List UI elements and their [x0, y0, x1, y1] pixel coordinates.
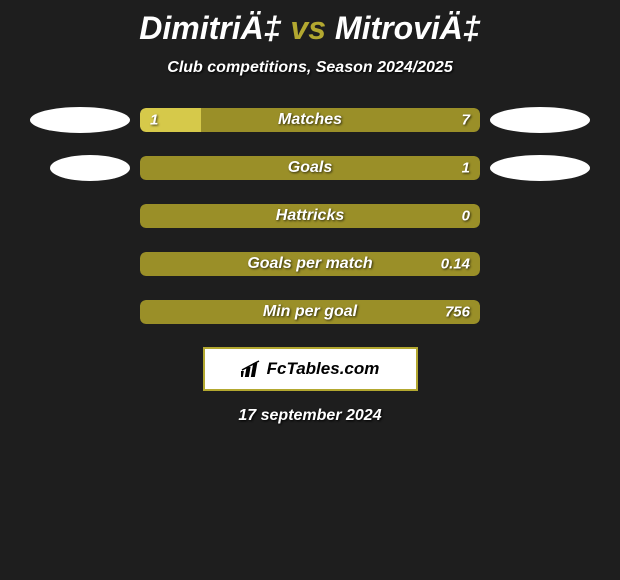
right-spacer: [490, 203, 590, 229]
stat-bar: 1 Matches 7: [140, 108, 480, 132]
stat-row: Goals 1: [0, 155, 620, 181]
stat-row: Goals per match 0.14: [0, 251, 620, 277]
stat-right-value: 756: [445, 304, 470, 321]
stat-label: Goals: [288, 159, 332, 177]
right-badge: [490, 155, 590, 181]
date-text: 17 september 2024: [238, 407, 381, 425]
subtitle: Club competitions, Season 2024/2025: [167, 59, 452, 77]
fctables-logo[interactable]: FcTables.com: [203, 347, 418, 391]
stat-label: Min per goal: [263, 303, 357, 321]
stat-row: Min per goal 756: [0, 299, 620, 325]
stat-bar: Goals 1: [140, 156, 480, 180]
stat-right-value: 7: [462, 112, 470, 129]
stat-right-value: 0: [462, 208, 470, 225]
left-spacer: [30, 251, 130, 277]
stat-bar: Hattricks 0: [140, 204, 480, 228]
left-spacer: [30, 203, 130, 229]
stat-row: Hattricks 0: [0, 203, 620, 229]
left-badge: [30, 107, 130, 133]
stat-bar: Goals per match 0.14: [140, 252, 480, 276]
stat-label: Goals per match: [247, 255, 372, 273]
page-title: DimitriÄ‡ vs MitroviÄ‡: [139, 10, 480, 47]
player-left-name: DimitriÄ‡: [139, 10, 281, 46]
vs-text: vs: [290, 10, 326, 46]
stat-right-value: 0.14: [441, 256, 470, 273]
right-badge: [490, 107, 590, 133]
player-right-name: MitroviÄ‡: [335, 10, 481, 46]
stats-list: 1 Matches 7 Goals 1 Hattricks 0 Goals per match…: [0, 107, 620, 325]
stat-left-value: 1: [150, 112, 158, 129]
stat-label: Matches: [278, 111, 342, 129]
stat-label: Hattricks: [276, 207, 344, 225]
stat-row: 1 Matches 7: [0, 107, 620, 133]
stat-bar: Min per goal 756: [140, 300, 480, 324]
stat-right-value: 1: [462, 160, 470, 177]
logo-text: FcTables.com: [267, 359, 380, 379]
left-badge: [50, 155, 130, 181]
right-spacer: [490, 299, 590, 325]
left-spacer: [30, 299, 130, 325]
bar-chart-icon: [241, 359, 263, 379]
right-spacer: [490, 251, 590, 277]
